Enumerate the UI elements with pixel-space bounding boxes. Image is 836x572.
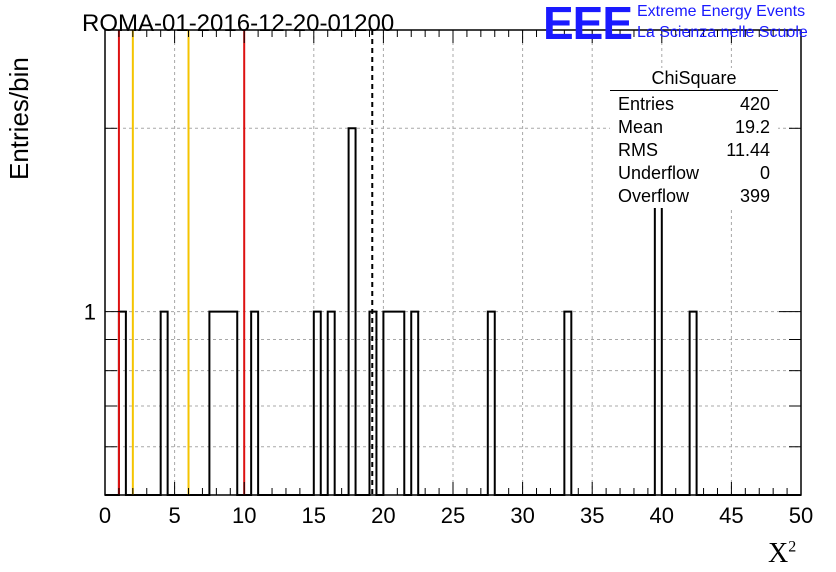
x-axis-label-text: X bbox=[768, 538, 789, 569]
x-tick-label: 30 bbox=[510, 503, 534, 528]
x-tick-label: 25 bbox=[441, 503, 465, 528]
stats-value: 11.44 bbox=[726, 140, 770, 160]
stats-value: 399 bbox=[739, 186, 770, 206]
x-tick-label: 45 bbox=[719, 503, 743, 528]
stats-label: Mean bbox=[618, 117, 664, 137]
x-tick-label: 10 bbox=[232, 503, 256, 528]
stats-row: Underflow 0 bbox=[610, 162, 778, 185]
stats-box: ChiSquare Entries 420 Mean 19.2 RMS 11.44 U… bbox=[610, 68, 778, 208]
stats-label: Entries bbox=[618, 94, 675, 114]
stats-row: Entries 420 bbox=[610, 93, 778, 116]
x-tick-label: 50 bbox=[789, 503, 813, 528]
chart-title: ROMA-01-2016-12-20-01200 bbox=[82, 10, 395, 37]
stats-row: RMS 11.44 bbox=[610, 139, 778, 162]
y-tick-label: 1 bbox=[84, 300, 96, 325]
y-axis-label: Entries/bin bbox=[4, 57, 34, 180]
stats-value: 0 bbox=[759, 163, 770, 183]
stats-row: Mean 19.2 bbox=[610, 116, 778, 139]
logo-line-2: La Scienza nelle Scuole bbox=[637, 24, 808, 41]
stats-label: RMS bbox=[618, 140, 658, 160]
logo-text: EEE bbox=[543, 0, 633, 49]
stats-title: ChiSquare bbox=[610, 68, 778, 91]
x-tick-label: 35 bbox=[580, 503, 604, 528]
stats-row: Overflow 399 bbox=[610, 185, 778, 208]
x-tick-label: 0 bbox=[99, 503, 111, 528]
stats-label: Underflow bbox=[618, 163, 700, 183]
logo-line-1: Extreme Energy Events bbox=[637, 3, 806, 20]
x-axis-label-sup: 2 bbox=[788, 538, 797, 556]
x-tick-label: 20 bbox=[371, 503, 395, 528]
stats-value: 420 bbox=[739, 94, 770, 114]
stats-label: Overflow bbox=[618, 186, 690, 206]
x-axis-label: X2 bbox=[768, 538, 796, 570]
stats-value: 19.2 bbox=[734, 117, 770, 137]
x-tick-label: 15 bbox=[302, 503, 326, 528]
x-tick-label: 40 bbox=[650, 503, 674, 528]
x-tick-label: 5 bbox=[168, 503, 180, 528]
